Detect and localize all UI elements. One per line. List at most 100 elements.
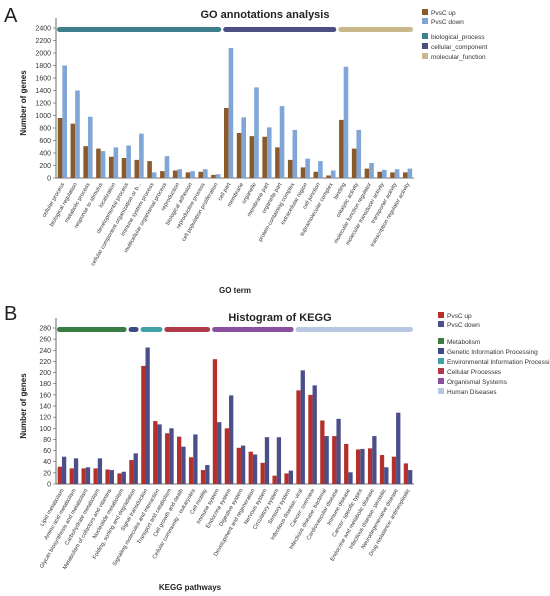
go-bar-down-3: [100, 151, 106, 178]
go-bar-down-16: [266, 127, 272, 178]
go-bar-down-20: [318, 161, 323, 178]
kegg-y-tick-label-10: 200: [39, 370, 51, 377]
kegg-legend-group-1: Genetic Information Processing: [447, 349, 538, 356]
kegg-title: Histogram of KEGG: [228, 312, 331, 324]
kegg-group-band-2: [140, 327, 163, 332]
go-y-tick-label-1: 200: [39, 163, 51, 170]
kegg-bar-down-14: [229, 395, 234, 484]
go-bar-down-14: [241, 117, 246, 178]
kegg-bar-down-2: [85, 467, 91, 484]
go-title: GO annotations analysis: [201, 9, 330, 21]
kegg-bar-up-10: [177, 436, 182, 484]
go-legend-series-1: PvsC down: [431, 19, 464, 26]
kegg-bar-down-13: [217, 422, 222, 484]
kegg-bar-up-11: [188, 457, 194, 484]
go-legend-swatch-group-2: [422, 53, 428, 59]
go-legend-swatch-series-0: [422, 9, 428, 15]
kegg-legend-series-1: PvsC down: [447, 322, 480, 329]
go-bar-down-12: [215, 174, 221, 178]
go-bar-down-2: [87, 116, 93, 178]
go-bar-up-2: [83, 146, 88, 178]
go-bar-down-27: [407, 168, 413, 178]
kegg-bar-up-2: [81, 468, 86, 484]
kegg-bar-down-27: [384, 467, 389, 484]
go-legend-series-0: PvsC up: [431, 10, 456, 17]
kegg-legend-swatch-group-5: [438, 388, 444, 394]
kegg-x-label: KEGG pathways: [159, 583, 222, 592]
go-bar-up-26: [390, 172, 395, 178]
kegg-legend-group-4: Organismal Systems: [447, 379, 508, 386]
kegg-bar-down-15: [240, 445, 246, 484]
kegg-y-tick-label-14: 280: [39, 326, 51, 333]
kegg-bar-down-8: [157, 424, 162, 484]
kegg-bar-down-3: [97, 458, 103, 484]
go-bar-down-6: [139, 133, 144, 178]
kegg-legend-swatch-group-3: [438, 368, 444, 374]
go-bar-up-11: [198, 171, 204, 178]
go-legend-swatch-group-1: [422, 43, 428, 49]
go-bar-up-1: [70, 123, 76, 178]
go-bar-up-16: [262, 136, 267, 178]
go-y-label: Number of genes: [19, 70, 28, 136]
kegg-bar-up-28: [391, 456, 397, 484]
go-bar-up-5: [121, 158, 127, 178]
kegg-y-tick-label-9: 180: [39, 381, 51, 388]
go-bar-up-21: [326, 175, 331, 178]
kegg-bar-up-0: [57, 466, 62, 484]
kegg-y-tick-label-3: 60: [43, 448, 51, 455]
kegg-bar-down-0: [61, 456, 67, 484]
kegg-y-tick-label-1: 20: [43, 470, 51, 477]
kegg-bar-up-1: [69, 468, 74, 484]
go-bar-up-6: [134, 159, 140, 178]
go-y-tick-label-9: 1800: [35, 63, 51, 70]
kegg-bar-up-7: [141, 365, 146, 484]
go-bar-down-15: [254, 87, 259, 178]
kegg-bar-down-24: [348, 472, 353, 484]
go-group-band-1: [223, 27, 337, 32]
go-group-band-0: [57, 27, 222, 32]
go-bar-down-4: [113, 147, 119, 178]
go-bar-down-13: [228, 48, 234, 178]
kegg-y-tick-label-12: 240: [39, 348, 51, 355]
go-bar-down-7: [151, 172, 157, 178]
kegg-bar-down-9: [169, 428, 174, 484]
go-bar-down-11: [203, 169, 208, 178]
go-bar-up-25: [377, 171, 383, 178]
go-x-label: GO term: [219, 286, 251, 295]
kegg-bar-up-12: [200, 470, 206, 484]
go-bar-up-12: [211, 174, 216, 178]
kegg-y-tick-label-13: 260: [39, 337, 51, 344]
go-legend-swatch-group-0: [422, 33, 428, 39]
kegg-bar-up-15: [236, 447, 241, 484]
kegg-bar-down-17: [264, 437, 270, 484]
kegg-legend-group-2: Environmental Information Processing: [447, 359, 550, 366]
go-bar-up-18: [287, 159, 293, 178]
kegg-y-tick-label-4: 80: [43, 437, 51, 444]
kegg-legend-swatch-group-2: [438, 358, 444, 364]
kegg-bar-up-27: [379, 455, 385, 484]
go-bar-up-7: [147, 161, 152, 178]
go-legend-group-0: biological_process: [431, 34, 485, 41]
kegg-legend-swatch-group-1: [438, 348, 444, 354]
go-bar-down-0: [62, 65, 67, 178]
kegg-y-tick-label-2: 40: [43, 459, 51, 466]
go-y-tick-label-2: 400: [39, 151, 51, 158]
kegg-bar-up-22: [320, 420, 325, 484]
go-bar-down-19: [305, 158, 310, 178]
go-bar-down-18: [292, 129, 298, 178]
kegg-bar-down-16: [252, 454, 258, 484]
go-legend-group-2: molecular_function: [431, 54, 486, 61]
kegg-bar-up-26: [367, 448, 373, 484]
kegg-legend-series-0: PvsC up: [447, 313, 472, 320]
kegg-bar-up-20: [296, 390, 301, 484]
go-bar-up-27: [403, 172, 408, 178]
go-bar-up-3: [96, 148, 101, 178]
kegg-bar-down-25: [360, 448, 365, 484]
go-group-band-2: [338, 27, 413, 32]
kegg-bar-down-26: [372, 436, 377, 484]
go-bar-up-24: [364, 168, 370, 178]
kegg-group-band-3: [164, 327, 211, 332]
kegg-bar-up-29: [403, 463, 409, 484]
go-bar-up-10: [185, 172, 191, 178]
panel-label-b: B: [4, 303, 17, 325]
